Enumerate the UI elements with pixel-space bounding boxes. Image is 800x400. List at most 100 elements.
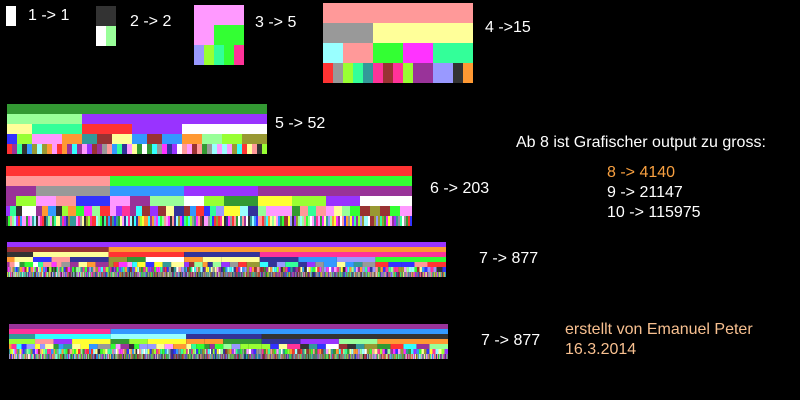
partition-node [337,354,338,359]
partition-node [177,354,179,359]
partition-node [388,267,391,272]
partition-node [161,272,163,277]
partition-node [398,354,399,359]
partition-node [347,349,350,354]
partition-node [106,354,108,359]
partition-node [408,216,410,226]
partition-node [167,354,168,359]
partition-node [278,216,280,226]
partition-node [134,349,136,354]
partition-node [363,354,364,359]
partition-node [223,339,262,344]
partition-node [11,272,13,277]
partition-node [11,272,12,277]
partition-node [227,272,229,277]
partition-node [343,43,373,63]
partition-node [7,144,12,154]
partition-node [166,354,167,359]
partition-node [362,272,363,277]
partition-node [26,272,27,277]
partition-node [77,354,79,359]
partition-node [132,272,134,277]
partition-node [35,272,36,277]
partition-node [208,354,209,359]
partition-node [141,354,142,359]
partition-node [64,272,65,277]
partition-node [375,272,376,277]
partition-node [312,272,314,277]
partition-node [85,272,86,277]
partition-node [328,354,329,359]
partition-node [358,272,359,277]
partition-node [263,354,264,359]
partition-node [51,262,57,267]
partition-node [67,354,69,359]
partition-node [23,272,25,277]
partition-node [37,272,39,277]
partition-node [225,272,227,277]
partition-node [293,272,295,277]
partition-node [366,216,368,226]
partition-node [105,272,107,277]
partition-node [185,354,187,359]
partition-node [134,354,135,359]
partition-node [86,272,87,277]
partition-node [85,354,86,359]
partition-node [143,272,144,277]
partition-node [240,354,241,359]
partition-node [403,354,405,359]
partition-node [42,206,48,216]
partition-node [351,272,352,277]
partition-node [93,272,95,277]
partition-node [276,354,278,359]
partition-node [436,354,438,359]
partition-node [97,272,98,277]
partition-node [351,267,354,272]
partition-node [347,344,356,349]
partition-node [192,216,194,226]
partition-node [160,354,162,359]
partition-node [21,272,23,277]
partition-node [232,354,233,359]
partition-node [325,272,327,277]
partition-node [225,267,228,272]
partition-node [194,267,197,272]
partition-node [291,354,292,359]
partition-node [414,267,417,272]
partition-node [109,354,110,359]
partition-node [120,216,122,226]
partition-node [110,339,130,344]
partition-node [170,349,174,354]
partition-node [25,272,26,277]
partition-node [36,267,39,272]
partition-node [310,354,312,359]
partition-node [83,354,85,359]
partition-node [115,354,116,359]
partition-node [349,272,351,277]
partition-node [128,354,129,359]
partition-node [353,272,355,277]
partition-node [219,354,221,359]
partition-node [155,272,157,277]
partition-node [350,272,352,277]
partition-node [128,267,131,272]
partition-node [172,354,174,359]
partition-node [345,272,347,277]
partition-node [323,262,337,267]
partition-node [389,272,391,277]
partition-node [72,344,81,349]
partition-node [46,272,47,277]
partition-node [242,272,244,277]
partition-node [372,354,373,359]
partition-node [364,216,366,226]
partition-node [247,354,248,359]
partition-node [108,262,114,267]
partition-node [272,216,274,226]
partition-node [306,262,316,267]
partition-node [106,216,108,226]
partition-node [407,272,408,277]
partition-node [352,354,353,359]
partition-node [259,272,261,277]
partition-node [281,354,283,359]
partition-node [414,354,416,359]
